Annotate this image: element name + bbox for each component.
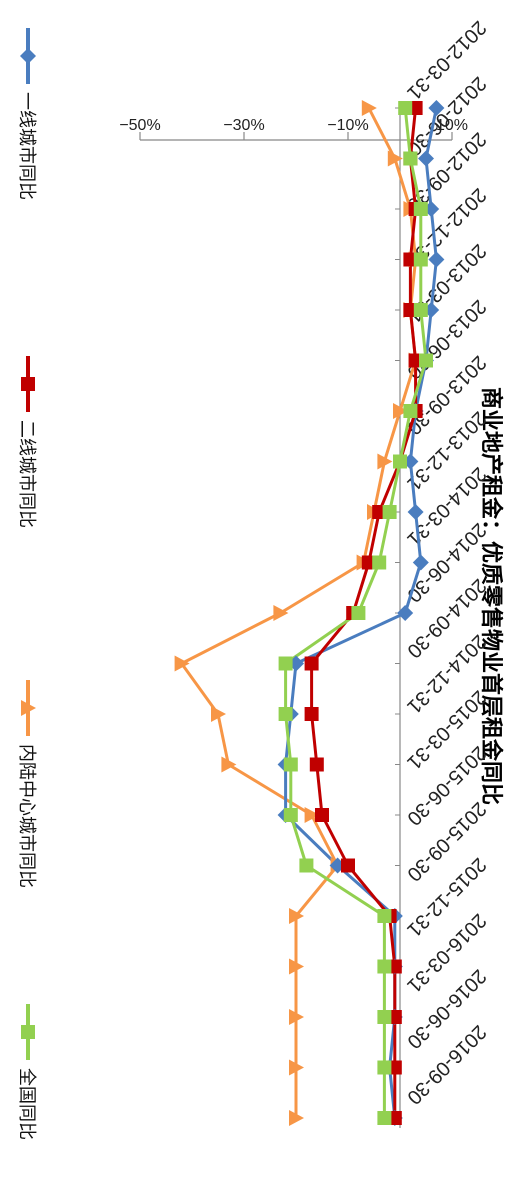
data-point bbox=[413, 202, 428, 216]
legend-label: 全国同比 bbox=[17, 1068, 37, 1140]
series-layer bbox=[174, 100, 445, 1126]
data-point bbox=[309, 757, 324, 772]
data-point bbox=[377, 1111, 392, 1125]
data-point bbox=[382, 505, 397, 519]
legend-swatch-marker bbox=[21, 700, 36, 716]
axes: 10%−10%−30%−50%2012-03-312012-06-302012-… bbox=[119, 16, 490, 1128]
chart-title: 商业地产租金：优质零售物业首层租金同比 bbox=[479, 387, 504, 805]
y-tick-label: −30% bbox=[223, 117, 264, 134]
data-point bbox=[221, 756, 237, 773]
legend-swatch-marker bbox=[21, 1025, 35, 1039]
legend-label: 一线城市同比 bbox=[17, 92, 37, 200]
data-point bbox=[377, 1060, 392, 1075]
y-tick-label: −50% bbox=[119, 117, 160, 134]
data-point bbox=[341, 858, 355, 873]
data-point bbox=[289, 908, 304, 924]
data-point bbox=[299, 858, 314, 873]
legend-label: 二线城市同比 bbox=[17, 420, 37, 528]
data-point bbox=[387, 150, 403, 167]
data-point bbox=[273, 605, 289, 621]
legend-swatch-marker bbox=[21, 377, 35, 391]
data-point bbox=[413, 252, 428, 267]
data-point bbox=[315, 808, 329, 822]
data-point bbox=[283, 757, 298, 772]
data-point bbox=[211, 706, 226, 722]
data-point bbox=[419, 353, 433, 368]
data-point bbox=[377, 959, 392, 974]
data-point bbox=[418, 150, 434, 167]
data-point bbox=[278, 707, 293, 721]
data-point bbox=[278, 656, 293, 671]
data-point bbox=[377, 1010, 392, 1024]
data-point bbox=[372, 555, 387, 570]
data-point bbox=[289, 958, 304, 975]
data-point bbox=[283, 808, 298, 822]
data-point bbox=[289, 1009, 304, 1025]
data-point bbox=[393, 403, 408, 419]
data-point bbox=[289, 1110, 304, 1126]
data-point bbox=[174, 655, 190, 672]
data-point bbox=[361, 100, 377, 116]
data-point bbox=[413, 303, 428, 317]
data-point bbox=[304, 807, 320, 823]
legend-label: 内陆中心城市同比 bbox=[17, 744, 37, 888]
data-point bbox=[304, 656, 319, 671]
data-point bbox=[377, 909, 392, 923]
data-point bbox=[377, 453, 393, 470]
y-tick-label: −10% bbox=[327, 117, 368, 134]
legend-swatch-marker bbox=[20, 48, 36, 64]
data-point bbox=[403, 404, 418, 418]
data-point bbox=[304, 707, 319, 721]
data-point bbox=[398, 101, 413, 115]
data-point bbox=[351, 606, 366, 620]
data-point bbox=[403, 151, 418, 166]
data-point bbox=[289, 1059, 304, 1076]
data-point bbox=[393, 454, 407, 469]
y-tick-label: 10% bbox=[436, 117, 468, 134]
